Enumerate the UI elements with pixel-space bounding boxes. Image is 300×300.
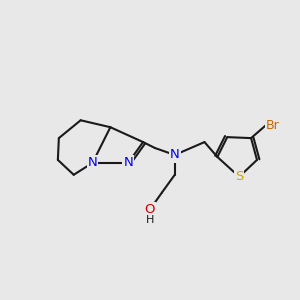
Text: N: N: [170, 148, 180, 161]
Text: O: O: [145, 203, 155, 216]
Text: S: S: [235, 170, 243, 183]
Text: H: H: [146, 215, 154, 225]
Text: N: N: [123, 156, 133, 170]
Text: Br: Br: [266, 119, 280, 132]
Text: N: N: [88, 156, 98, 170]
